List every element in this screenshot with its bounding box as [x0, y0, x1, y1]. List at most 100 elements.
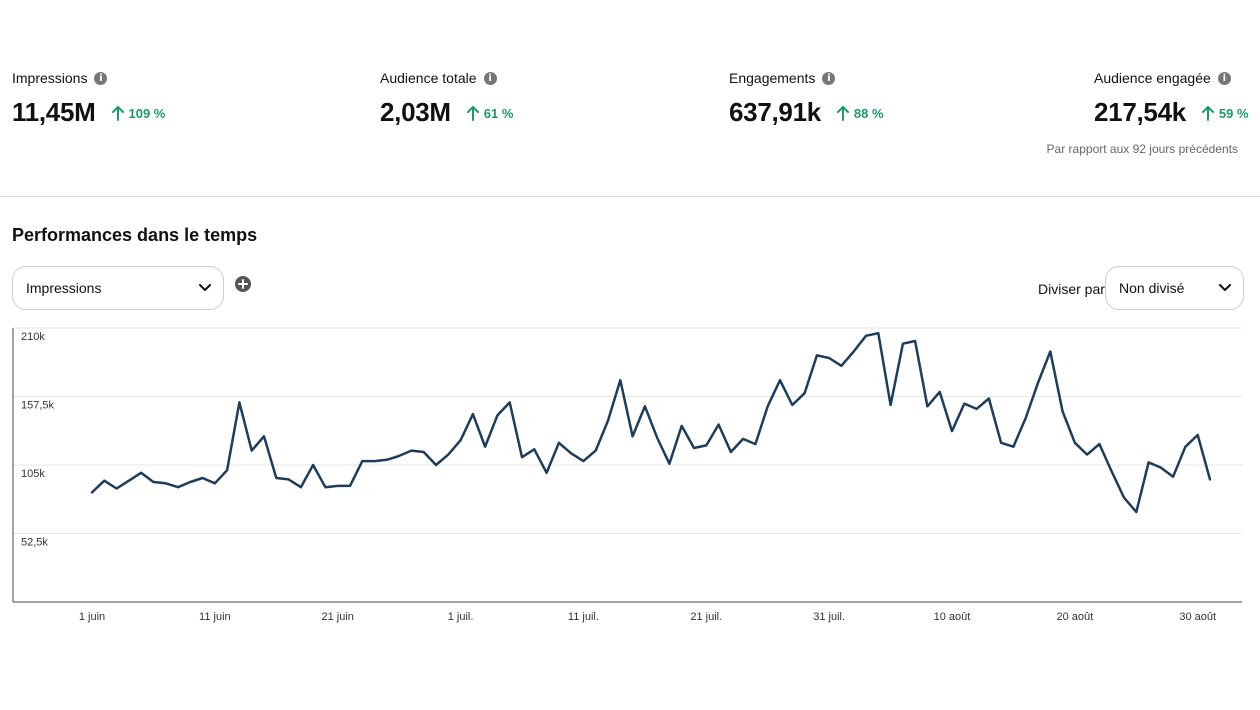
data-point[interactable]	[433, 462, 439, 468]
data-point[interactable]	[765, 403, 771, 409]
data-point[interactable]	[1170, 474, 1176, 480]
data-point[interactable]	[875, 330, 881, 336]
data-point[interactable]	[1146, 459, 1152, 465]
data-point[interactable]	[838, 363, 844, 369]
data-point[interactable]	[273, 475, 279, 481]
data-point[interactable]	[408, 448, 414, 454]
split-select[interactable]: Non divisé	[1105, 266, 1244, 310]
data-point[interactable]	[482, 444, 488, 450]
data-point[interactable]	[458, 437, 464, 443]
info-icon[interactable]: i	[483, 71, 497, 85]
data-point[interactable]	[114, 485, 120, 491]
data-point[interactable]	[1060, 409, 1066, 415]
data-point[interactable]	[261, 433, 267, 439]
data-point[interactable]	[703, 442, 709, 448]
section-title: Performances dans le temps	[12, 225, 258, 245]
data-point[interactable]	[249, 448, 255, 454]
data-point[interactable]	[974, 406, 980, 412]
data-point[interactable]	[347, 483, 353, 489]
data-point[interactable]	[396, 453, 402, 459]
data-point[interactable]	[1133, 509, 1139, 515]
data-point[interactable]	[605, 418, 611, 424]
data-point[interactable]	[752, 441, 758, 447]
data-point[interactable]	[888, 402, 894, 408]
data-point[interactable]	[89, 489, 95, 495]
data-point[interactable]	[224, 467, 230, 473]
data-point[interactable]	[1158, 465, 1164, 471]
data-point[interactable]	[1010, 444, 1016, 450]
data-point[interactable]	[322, 484, 328, 490]
data-point[interactable]	[359, 458, 365, 464]
data-point[interactable]	[617, 377, 623, 383]
data-point[interactable]	[814, 352, 820, 358]
data-point[interactable]	[1096, 441, 1102, 447]
data-point[interactable]	[580, 458, 586, 464]
data-point[interactable]	[851, 348, 857, 354]
data-point[interactable]	[802, 390, 808, 396]
data-point[interactable]	[924, 403, 930, 409]
data-point[interactable]	[1023, 415, 1029, 421]
data-point[interactable]	[949, 428, 955, 434]
data-point[interactable]	[187, 479, 193, 485]
data-point[interactable]	[630, 433, 636, 439]
data-point[interactable]	[691, 445, 697, 451]
metric-select[interactable]: Impressions	[12, 266, 224, 310]
data-point[interactable]	[531, 446, 537, 452]
data-point[interactable]	[507, 399, 513, 405]
add-metric-button[interactable]	[235, 276, 251, 292]
data-point[interactable]	[212, 480, 218, 486]
data-point[interactable]	[863, 333, 869, 339]
info-icon[interactable]: i	[822, 71, 836, 85]
data-point[interactable]	[728, 449, 734, 455]
data-point[interactable]	[310, 462, 316, 468]
data-point[interactable]	[470, 411, 476, 417]
data-point[interactable]	[335, 483, 341, 489]
data-point[interactable]	[372, 458, 378, 464]
data-point[interactable]	[200, 475, 206, 481]
data-point[interactable]	[912, 338, 918, 344]
data-point[interactable]	[445, 452, 451, 458]
data-point[interactable]	[961, 401, 967, 407]
data-point[interactable]	[826, 355, 832, 361]
data-point[interactable]	[593, 448, 599, 454]
data-point[interactable]	[384, 457, 390, 463]
data-point[interactable]	[494, 412, 500, 418]
data-point[interactable]	[421, 449, 427, 455]
info-icon[interactable]: i	[1217, 71, 1231, 85]
data-point[interactable]	[1109, 469, 1115, 475]
data-point[interactable]	[519, 454, 525, 460]
data-point[interactable]	[286, 476, 292, 482]
data-point[interactable]	[654, 435, 660, 441]
data-point[interactable]	[666, 461, 672, 467]
data-point[interactable]	[642, 403, 648, 409]
data-point[interactable]	[789, 402, 795, 408]
data-point[interactable]	[298, 484, 304, 490]
data-point[interactable]	[937, 389, 943, 395]
data-point[interactable]	[998, 440, 1004, 446]
data-point[interactable]	[900, 341, 906, 347]
data-point[interactable]	[163, 480, 169, 486]
data-point[interactable]	[568, 450, 574, 456]
data-point[interactable]	[1121, 495, 1127, 501]
data-point[interactable]	[1195, 432, 1201, 438]
data-point[interactable]	[1182, 444, 1188, 450]
data-point[interactable]	[126, 478, 132, 484]
data-point[interactable]	[556, 440, 562, 446]
data-point[interactable]	[986, 395, 992, 401]
data-point[interactable]	[150, 479, 156, 485]
data-point[interactable]	[544, 470, 550, 476]
data-point[interactable]	[101, 478, 107, 484]
data-point[interactable]	[1047, 348, 1053, 354]
data-point[interactable]	[679, 423, 685, 429]
data-point[interactable]	[740, 436, 746, 442]
data-point[interactable]	[138, 470, 144, 476]
data-point[interactable]	[716, 422, 722, 428]
info-icon[interactable]: i	[94, 71, 108, 85]
data-point[interactable]	[236, 399, 242, 405]
data-point[interactable]	[1207, 476, 1213, 482]
data-point[interactable]	[1072, 440, 1078, 446]
data-point[interactable]	[1084, 452, 1090, 458]
data-point[interactable]	[777, 377, 783, 383]
data-point[interactable]	[175, 484, 181, 490]
data-point[interactable]	[1035, 380, 1041, 386]
